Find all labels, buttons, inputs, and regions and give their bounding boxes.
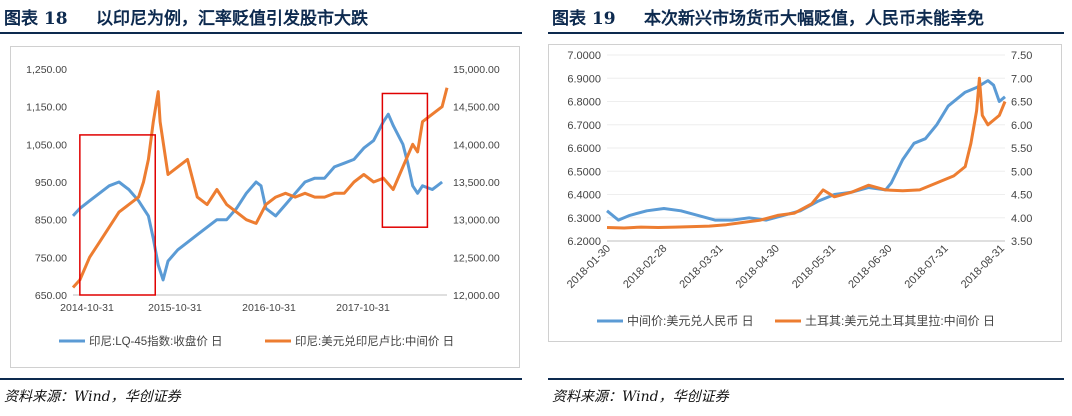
y-left-tick-label: 6.8000 [567, 97, 601, 109]
cny-vs-try-chart: 7.0000 6.9000 6.8000 6.7000 6.6000 6.5000 6.40… [565, 50, 1033, 328]
x-tick-label: 2018-07-31 [903, 243, 951, 291]
highlight-box [381, 92, 429, 228]
series-line [606, 76, 1007, 230]
y-left-tick-label: 6.9000 [567, 73, 601, 85]
y-left-tick-label: 6.6000 [567, 143, 601, 155]
legend-label: 印尼:LQ-45指数:收盘价 日 [89, 334, 223, 348]
highlight-box [79, 134, 156, 296]
series-line [71, 112, 444, 282]
y-left-tick-label: 850.00 [35, 215, 67, 227]
y-left-tick-label: 1,050.00 [26, 139, 67, 151]
figure-panel-left: 图表 18 以印尼为例，汇率贬值引发股市大跌 1,250.00 1,150.00 1… [0, 0, 522, 405]
y-left-tick-label: 6.3000 [567, 213, 601, 225]
source-rule [548, 378, 1064, 380]
x-tick-label: 2018-05-31 [790, 243, 838, 291]
figure-title: 本次新兴市场货币大幅贬值，人民币未能幸免 [644, 9, 984, 29]
y-right-tick-label: 6.50 [1011, 97, 1032, 109]
figure-panel-right: 图表 19 本次新兴市场货币大幅贬值，人民币未能幸免 7.0000 6.9000 6… [548, 0, 1064, 405]
y-right-tick-label: 14,500.00 [453, 102, 500, 114]
y-right-tick-label: 13,500.00 [453, 177, 500, 189]
x-tick-label: 2018-03-31 [677, 243, 725, 291]
title-rule [548, 32, 1064, 34]
y-right-tick-label: 14,000.00 [453, 139, 500, 151]
y-right-tick-label: 4.00 [1011, 213, 1032, 225]
y-left-tick-label: 750.00 [35, 252, 67, 264]
legend-label: 印尼:美元兑印尼卢比:中间价 日 [295, 334, 454, 348]
source-note: 资料来源：Wind，华创证券 [4, 389, 181, 405]
y-right-tick-label: 6.00 [1011, 120, 1032, 132]
x-tick-label: 2015-10-31 [148, 302, 202, 314]
y-right-tick-label: 12,500.00 [453, 252, 500, 264]
source-rule [0, 378, 522, 380]
figure-number: 图表 18 [4, 9, 68, 29]
chart-frame: 7.0000 6.9000 6.8000 6.7000 6.6000 6.5000 6.40… [548, 44, 1062, 342]
x-tick-label: 2018-01-30 [565, 243, 613, 291]
stock-vs-idr-chart: 1,250.00 1,150.00 1,050.00 950.00 850.00 750.… [26, 64, 500, 348]
y-right-tick-label: 12,000.00 [453, 290, 500, 302]
y-left-tick-label: 6.5000 [567, 166, 601, 178]
y-right-tick-label: 4.50 [1011, 190, 1032, 202]
y-left-tick-label: 650.00 [35, 290, 67, 302]
x-tick-label: 2018-06-30 [846, 243, 894, 291]
x-tick-label: 2014-10-31 [60, 302, 114, 314]
series-line [71, 87, 449, 289]
x-tick-label: 2017-10-31 [336, 302, 390, 314]
y-right-tick-label: 7.00 [1011, 73, 1032, 85]
x-tick-label: 2018-08-31 [959, 243, 1007, 291]
x-tick-label: 2018-04-30 [734, 243, 782, 291]
y-right-tick-label: 7.50 [1011, 50, 1032, 62]
x-tick-label: 2018-02-28 [621, 243, 669, 291]
y-right-tick-label: 15,000.00 [453, 64, 500, 76]
figure-title-row: 图表 18 以印尼为例，汇率贬值引发股市大跌 [0, 0, 522, 32]
y-left-tick-label: 6.7000 [567, 120, 601, 132]
y-right-tick-label: 5.00 [1011, 166, 1032, 178]
y-right-tick-label: 5.50 [1011, 143, 1032, 155]
y-right-tick-label: 13,000.00 [453, 215, 500, 227]
source-note: 资料来源：Wind，华创证券 [552, 389, 729, 405]
y-left-tick-label: 1,250.00 [26, 64, 67, 76]
y-left-tick-label: 950.00 [35, 177, 67, 189]
figure-title: 以印尼为例，汇率贬值引发股市大跌 [96, 9, 368, 29]
legend-label: 中间价:美元兑人民币 日 [627, 313, 754, 328]
x-tick-label: 2016-10-31 [242, 302, 296, 314]
y-left-tick-label: 1,150.00 [26, 102, 67, 114]
y-left-tick-label: 6.4000 [567, 190, 601, 202]
y-left-tick-label: 7.0000 [567, 50, 601, 62]
title-rule [0, 32, 522, 34]
y-left-tick-label: 6.2000 [567, 236, 601, 248]
figure-title-row: 图表 19 本次新兴市场货币大幅贬值，人民币未能幸免 [548, 0, 1064, 32]
legend-label: 土耳其:美元兑土耳其里拉:中间价 日 [805, 313, 995, 328]
chart-frame: 1,250.00 1,150.00 1,050.00 950.00 850.00 750.… [10, 46, 520, 368]
figure-number: 图表 19 [552, 9, 616, 29]
y-right-tick-label: 3.50 [1011, 236, 1032, 248]
